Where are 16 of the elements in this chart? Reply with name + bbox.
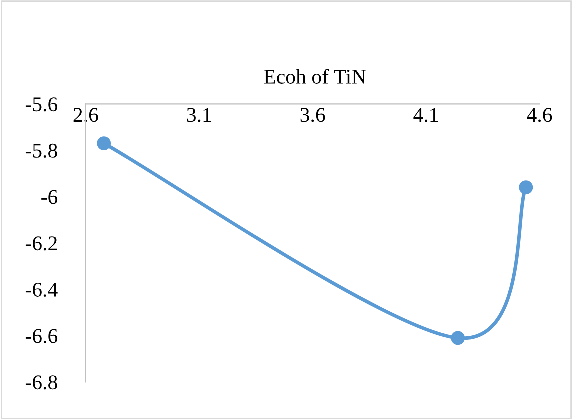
y-tick-label: -6.2 (26, 236, 58, 251)
chart-title: Ecoh of TiN (264, 69, 366, 84)
y-tick-label: -5.8 (26, 144, 58, 158)
x-tick-label: 3.6 (300, 108, 326, 122)
x-tick-label: 2.6 (74, 108, 98, 122)
y-tick-label: -6 (42, 190, 58, 204)
point (97, 136, 112, 150)
y-tick-label: -6.6 (26, 329, 58, 344)
y-tick-label: -6.8 (26, 376, 58, 390)
point (451, 331, 466, 346)
x-tick-label: 4.6 (527, 108, 552, 122)
point (519, 180, 534, 195)
x-tick-label: 4.1 (414, 108, 438, 122)
y-tick-label: -5.6 (26, 98, 58, 112)
y-tick-label: -6.4 (26, 282, 58, 298)
x-tick-label: 3.1 (187, 108, 212, 122)
